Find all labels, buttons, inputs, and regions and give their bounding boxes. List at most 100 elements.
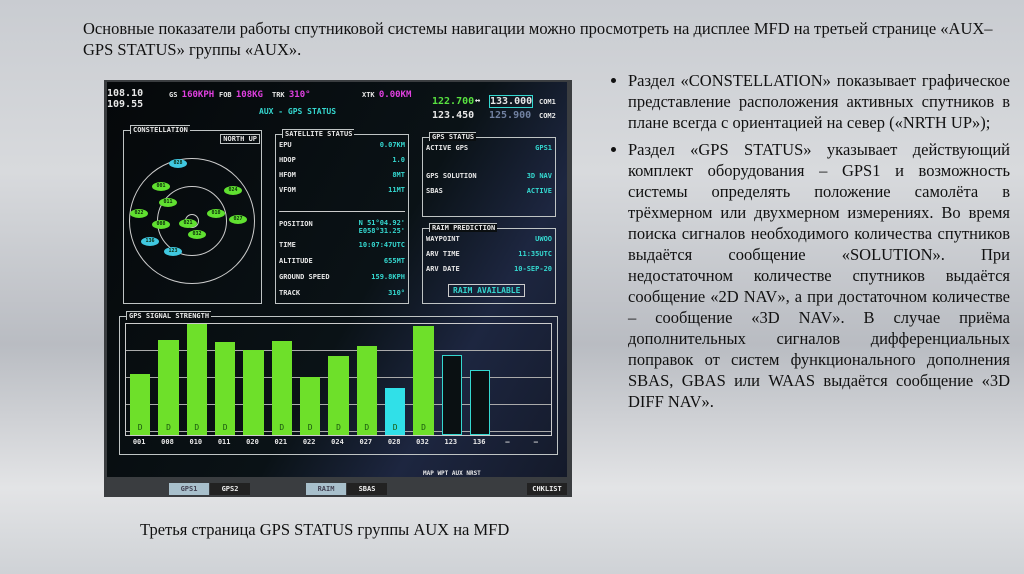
nav2-freq: 109.55 bbox=[107, 99, 144, 110]
satellite-status-panel: SATELLITE STATUS EPU 0.07KM HDOP 1.0 HFOM 8MT… bbox=[275, 129, 409, 304]
satellite-marker: 028 bbox=[169, 159, 187, 168]
softkey-raim[interactable]: RAIM bbox=[306, 483, 346, 495]
intro-text: Основные показатели работы спутниковой с… bbox=[83, 19, 993, 59]
row-label: ARV DATE bbox=[426, 265, 460, 273]
satellite-marker: 021 bbox=[179, 219, 197, 228]
signal-bar: D bbox=[300, 377, 321, 435]
mfd-photo: 108.10 109.55 GS 160KPH FOB 108KG TRK 31… bbox=[104, 80, 572, 497]
raim-panel: RAIM PREDICTION WAYPOINT UWOO ARV TIME 11:3… bbox=[422, 223, 556, 304]
row-value: ACTIVE bbox=[526, 187, 552, 195]
bar-label: 024 bbox=[331, 438, 344, 446]
raim-title: RAIM PREDICTION bbox=[429, 223, 498, 232]
signal-bar: D bbox=[356, 346, 377, 435]
signal-bar: D bbox=[215, 341, 236, 435]
row-value: UWOO bbox=[535, 235, 552, 243]
trk-value: 310° bbox=[288, 90, 311, 100]
satellite-marker: 001 bbox=[152, 182, 170, 191]
xtk-label: XTK bbox=[362, 91, 375, 99]
signal-bar: D bbox=[130, 373, 151, 435]
figure-caption: Третья страница GPS STATUS группы AUX на… bbox=[140, 520, 510, 539]
gs-value: 160KPH bbox=[181, 90, 215, 100]
mfd-screen: 108.10 109.55 GS 160KPH FOB 108KG TRK 31… bbox=[107, 82, 567, 495]
row-label: WAYPOINT bbox=[426, 235, 460, 243]
softkey-gps2[interactable]: GPS2 bbox=[210, 483, 250, 495]
signal-bar: D bbox=[158, 339, 179, 435]
com1-label: COM1 bbox=[539, 98, 556, 106]
bar-label: 022 bbox=[302, 438, 316, 446]
trk-label: TRK bbox=[272, 91, 285, 99]
row-value: 310° bbox=[388, 289, 405, 297]
com1-active: 122.700 bbox=[432, 96, 475, 107]
satellite-marker: 032 bbox=[188, 230, 206, 239]
row-label: ARV TIME bbox=[426, 250, 460, 258]
row-label: TIME bbox=[279, 241, 296, 249]
gps-status-panel: GPS STATUS ACTIVE GPS GPS1 GPS SOLUTION 3D … bbox=[422, 132, 556, 217]
page-title: AUX - GPS STATUS bbox=[259, 107, 337, 116]
com1-standby: 133.000 bbox=[489, 95, 534, 108]
row-value: 3D NAV bbox=[526, 172, 552, 180]
position-lon: E058°31.25' bbox=[358, 227, 405, 235]
signal-bar bbox=[470, 369, 491, 435]
bullet-gps-status: Раздел «GPS STATUS» указывает действующи… bbox=[628, 139, 1010, 412]
signal-bar bbox=[243, 349, 264, 435]
signal-bar: D bbox=[385, 388, 406, 435]
bar-label: 028 bbox=[387, 438, 401, 446]
bar-label: 001 bbox=[132, 438, 146, 446]
softkey-chklist[interactable]: CHKLIST bbox=[527, 483, 567, 495]
satellite-marker: 027 bbox=[229, 215, 247, 224]
gs-label: GS bbox=[169, 91, 178, 99]
bar-label: 027 bbox=[359, 438, 373, 446]
row-value: 10:07:47UTC bbox=[358, 241, 405, 249]
com2-active: 123.450 bbox=[432, 110, 475, 121]
position-lat: N 51°04.92' bbox=[358, 219, 405, 227]
row-value: 11:35UTC bbox=[518, 250, 552, 258]
gps-status-title: GPS STATUS bbox=[429, 132, 477, 141]
bar-label: 011 bbox=[217, 438, 231, 446]
position-label: POSITION bbox=[279, 220, 313, 228]
com2-label: COM2 bbox=[539, 112, 556, 120]
constellation-panel: CONSTELLATION NORTH UP 028 001 024 011 022 01… bbox=[123, 125, 262, 304]
signal-bar: D bbox=[186, 324, 207, 435]
row-label: SBAS bbox=[426, 187, 443, 195]
row-value: 0.07KM bbox=[379, 141, 405, 149]
bar-label: — bbox=[505, 438, 510, 446]
satellite-marker: 022 bbox=[130, 209, 148, 218]
row-label: ACTIVE GPS bbox=[426, 144, 469, 152]
satellite-marker: 011 bbox=[159, 198, 177, 207]
swap-icon[interactable]: ↔ bbox=[475, 96, 481, 106]
com2-standby: 125.900 bbox=[489, 110, 532, 121]
bar-label: 123 bbox=[444, 438, 458, 446]
row-value: 8MT bbox=[392, 171, 405, 179]
bar-label: 010 bbox=[189, 438, 203, 446]
row-value: 655MT bbox=[383, 257, 405, 265]
row-label: ALTITUDE bbox=[279, 257, 313, 265]
row-value: GPS1 bbox=[535, 144, 552, 152]
bar-label: 136 bbox=[472, 438, 486, 446]
satellite-marker: 010 bbox=[207, 209, 225, 218]
fob-value: 108KG bbox=[235, 90, 263, 100]
satellite-marker: 008 bbox=[152, 220, 170, 229]
row-label: EPU bbox=[279, 141, 292, 149]
satellite-status-title: SATELLITE STATUS bbox=[282, 129, 355, 138]
nav1-freq: 108.10 bbox=[107, 88, 144, 99]
outer-ring bbox=[129, 158, 255, 284]
satellite-marker: 136 bbox=[141, 237, 159, 246]
signal-bar bbox=[441, 355, 462, 435]
bar-label: 020 bbox=[246, 438, 259, 446]
row-label: TRACK bbox=[279, 289, 301, 297]
softkey-gps1[interactable]: GPS1 bbox=[169, 483, 209, 495]
signal-bar: D bbox=[413, 326, 434, 435]
bullet-constellation: Раздел «CONSTELLATION» показывает графич… bbox=[628, 70, 1010, 133]
row-value: 11MT bbox=[388, 186, 405, 194]
satellite-marker: 123 bbox=[164, 247, 182, 256]
raim-available-button[interactable]: RAIM AVAILABLE bbox=[448, 284, 526, 297]
softkey-sbas[interactable]: SBAS bbox=[347, 483, 387, 495]
constellation-title: CONSTELLATION bbox=[130, 125, 190, 134]
signal-strength-title: GPS SIGNAL STRENGTH bbox=[126, 311, 212, 320]
bar-label: 021 bbox=[274, 438, 288, 446]
bar-label: 032 bbox=[416, 438, 429, 446]
signal-bar: D bbox=[271, 340, 292, 435]
signal-bar: D bbox=[328, 356, 349, 435]
